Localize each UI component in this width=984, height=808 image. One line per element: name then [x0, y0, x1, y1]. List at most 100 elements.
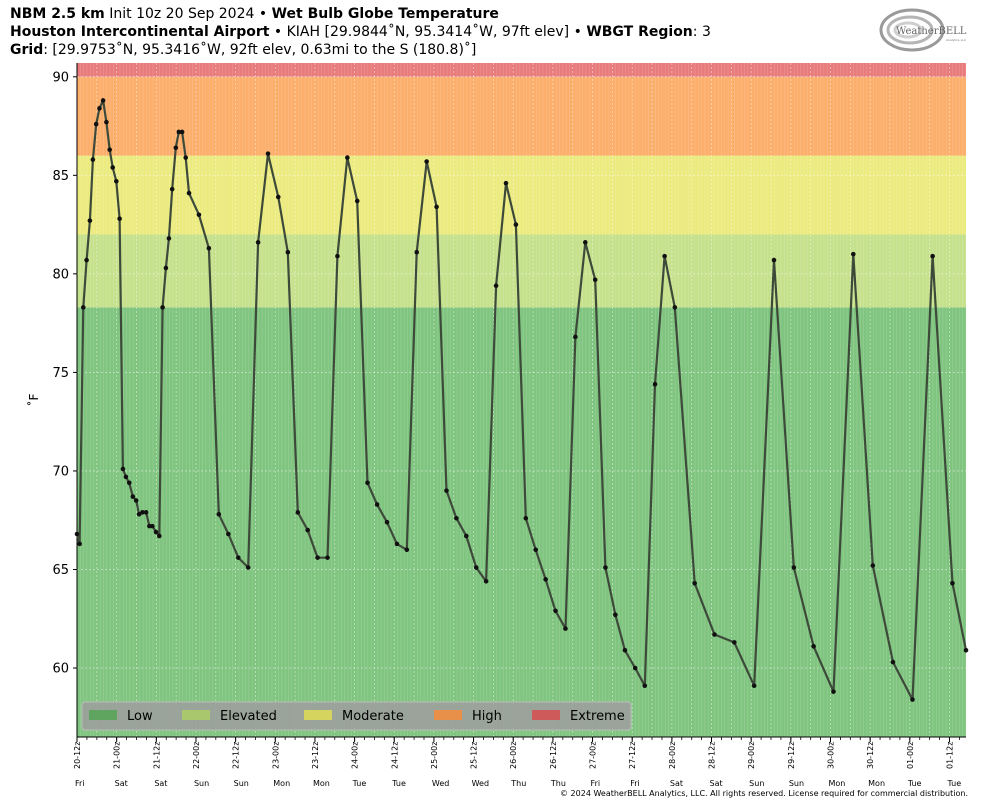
data-point: [592, 277, 598, 283]
data-point: [963, 647, 969, 653]
x-day-label: Tue: [352, 779, 367, 788]
station-name: Houston Intercontinental Airport: [10, 24, 270, 40]
data-point: [93, 121, 99, 127]
data-point: [553, 608, 558, 614]
data-point: [216, 512, 222, 517]
data-point: [295, 510, 301, 515]
region-label: WBGT Region: [586, 24, 693, 40]
data-point: [275, 194, 281, 200]
data-point: [265, 151, 271, 156]
data-point: [503, 180, 509, 186]
x-day-label: Sun: [194, 779, 209, 788]
data-point: [613, 612, 618, 618]
legend-swatch: [89, 710, 117, 720]
grid-label: Grid: [10, 42, 44, 58]
data-point: [74, 531, 80, 537]
data-point: [176, 129, 182, 135]
x-tick-label: 20-12z: [73, 742, 82, 769]
x-day-label: Sat: [115, 779, 128, 788]
data-point: [493, 283, 499, 288]
y-tick-label: 70: [52, 464, 69, 479]
data-point: [692, 580, 697, 586]
y-tick-label: 75: [52, 366, 69, 381]
data-point: [285, 249, 291, 255]
x-tick-label: 30-00z: [827, 742, 836, 769]
x-day-label: Sat: [154, 779, 167, 788]
legend-label: High: [472, 709, 502, 724]
data-point: [831, 689, 836, 694]
data-point: [424, 159, 429, 164]
data-point: [632, 665, 638, 671]
data-point: [196, 212, 202, 218]
data-point: [150, 523, 155, 529]
x-tick-label: 23-12z: [311, 742, 320, 769]
x-day-label: Fri: [591, 779, 601, 788]
legend: Low Elevated Moderate High Extreme: [81, 701, 632, 731]
chart-title-line-1: NBM 2.5 km Init 10z 20 Sep 2024 • Wet Bu…: [10, 5, 499, 23]
legend-box: [81, 701, 632, 731]
x-day-label: Mon: [273, 779, 290, 788]
data-point: [414, 249, 420, 255]
legend-label: Moderate: [342, 709, 404, 724]
x-tick-label: 22-12z: [232, 742, 241, 769]
data-point: [672, 305, 678, 310]
legend-label: Elevated: [220, 709, 277, 724]
x-tick-label: 28-00z: [668, 742, 677, 769]
x-day-label: Mon: [868, 779, 885, 788]
data-point: [169, 186, 175, 192]
product-name: Wet Bulb Globe Temperature: [271, 6, 499, 22]
x-tick-label: 26-12z: [549, 742, 558, 769]
data-point: [107, 147, 113, 153]
y-tick-label: 80: [52, 267, 69, 282]
data-point: [642, 683, 648, 689]
x-day-label: Thu: [550, 779, 566, 788]
x-tick-label: 25-00z: [430, 742, 439, 769]
data-point: [652, 381, 658, 387]
data-point: [97, 106, 102, 111]
x-axis: 20-12z Fri 21-00z Sat 21-12z Sat 22-00z Sun 22-1…: [73, 737, 961, 788]
legend-swatch: [182, 710, 210, 720]
data-point: [136, 512, 142, 517]
data-point: [156, 533, 162, 539]
x-day-label: Tue: [391, 779, 406, 788]
data-point: [930, 253, 935, 259]
data-point: [573, 334, 578, 340]
legend-label: Low: [127, 709, 153, 724]
x-day-label: Sun: [749, 779, 764, 788]
data-point: [870, 563, 876, 568]
data-point: [910, 697, 915, 702]
y-axis-label: ˚F: [26, 393, 41, 406]
data-point: [166, 236, 172, 241]
data-point: [950, 580, 955, 586]
x-tick-label: 01-12z: [945, 742, 954, 769]
x-tick-label: 01-00z: [906, 742, 915, 769]
data-point: [226, 531, 231, 537]
data-point: [662, 253, 667, 259]
data-point: [622, 647, 628, 653]
data-point: [123, 474, 129, 480]
data-point: [603, 565, 608, 570]
data-point: [374, 502, 380, 507]
x-tick-label: 27-12z: [628, 742, 637, 769]
x-tick-label: 24-00z: [351, 742, 360, 769]
data-point: [523, 515, 529, 521]
region-value: : 3: [692, 24, 711, 40]
x-day-label: Fri: [630, 779, 640, 788]
data-point: [255, 240, 261, 245]
data-point: [100, 98, 106, 103]
legend-label: Extreme: [570, 709, 625, 724]
data-point: [335, 253, 340, 259]
data-point: [110, 165, 115, 170]
data-point: [712, 632, 717, 637]
data-point: [851, 251, 856, 257]
data-point: [533, 547, 539, 553]
data-point: [473, 565, 479, 570]
data-point: [117, 216, 122, 221]
data-point: [404, 547, 410, 553]
data-point: [186, 190, 192, 196]
data-point: [345, 155, 350, 160]
x-tick-label: 28-12z: [708, 742, 717, 769]
data-point: [140, 510, 145, 515]
y-tick-label: 60: [52, 662, 69, 677]
